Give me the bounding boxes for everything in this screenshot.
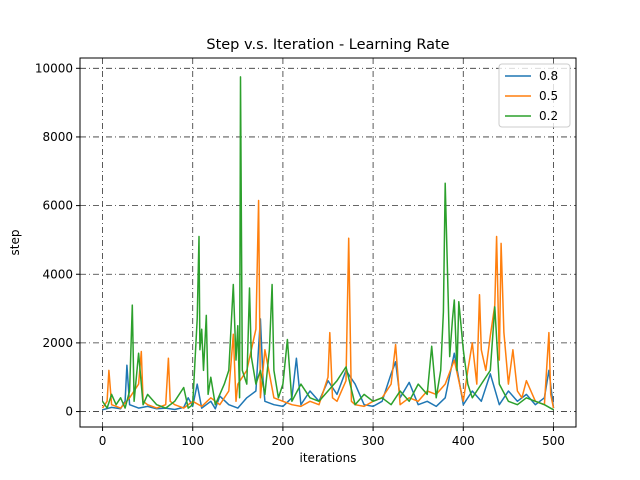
- series-line-0.5: [101, 199, 555, 409]
- y-tick-label: 6000: [42, 199, 73, 213]
- x-tick-label: 300: [362, 434, 385, 448]
- series-group: [101, 76, 555, 411]
- grid: [80, 58, 576, 427]
- x-tick-label: 0: [99, 434, 107, 448]
- plot-frame: [79, 57, 577, 428]
- series-line-0.8: [102, 318, 555, 411]
- x-tick-label: 400: [452, 434, 475, 448]
- x-axis-label: iterations: [300, 451, 357, 465]
- legend: 0.8 0.5 0.2: [498, 63, 571, 128]
- y-tick-label: 10000: [35, 61, 73, 75]
- x-tick-label: 200: [271, 434, 294, 448]
- ticks: 0 100 200 300 400 500 0 2000 4000 6000 8000 10000: [35, 61, 565, 448]
- chart-title: Step v.s. Iteration - Learning Rate: [206, 37, 449, 53]
- legend-label-0.8: 0.8: [539, 69, 558, 83]
- y-tick-label: 0: [65, 405, 73, 419]
- y-tick-label: 4000: [42, 267, 73, 281]
- y-tick-label: 8000: [42, 130, 73, 144]
- x-tick-label: 500: [542, 434, 565, 448]
- legend-box: [498, 63, 571, 128]
- legend-label-0.5: 0.5: [539, 89, 558, 103]
- legend-label-0.2: 0.2: [539, 109, 558, 123]
- y-axis-label: step: [8, 230, 22, 256]
- series-line-0.2: [101, 76, 554, 411]
- x-tick-label: 100: [181, 434, 204, 448]
- y-tick-label: 2000: [42, 336, 73, 350]
